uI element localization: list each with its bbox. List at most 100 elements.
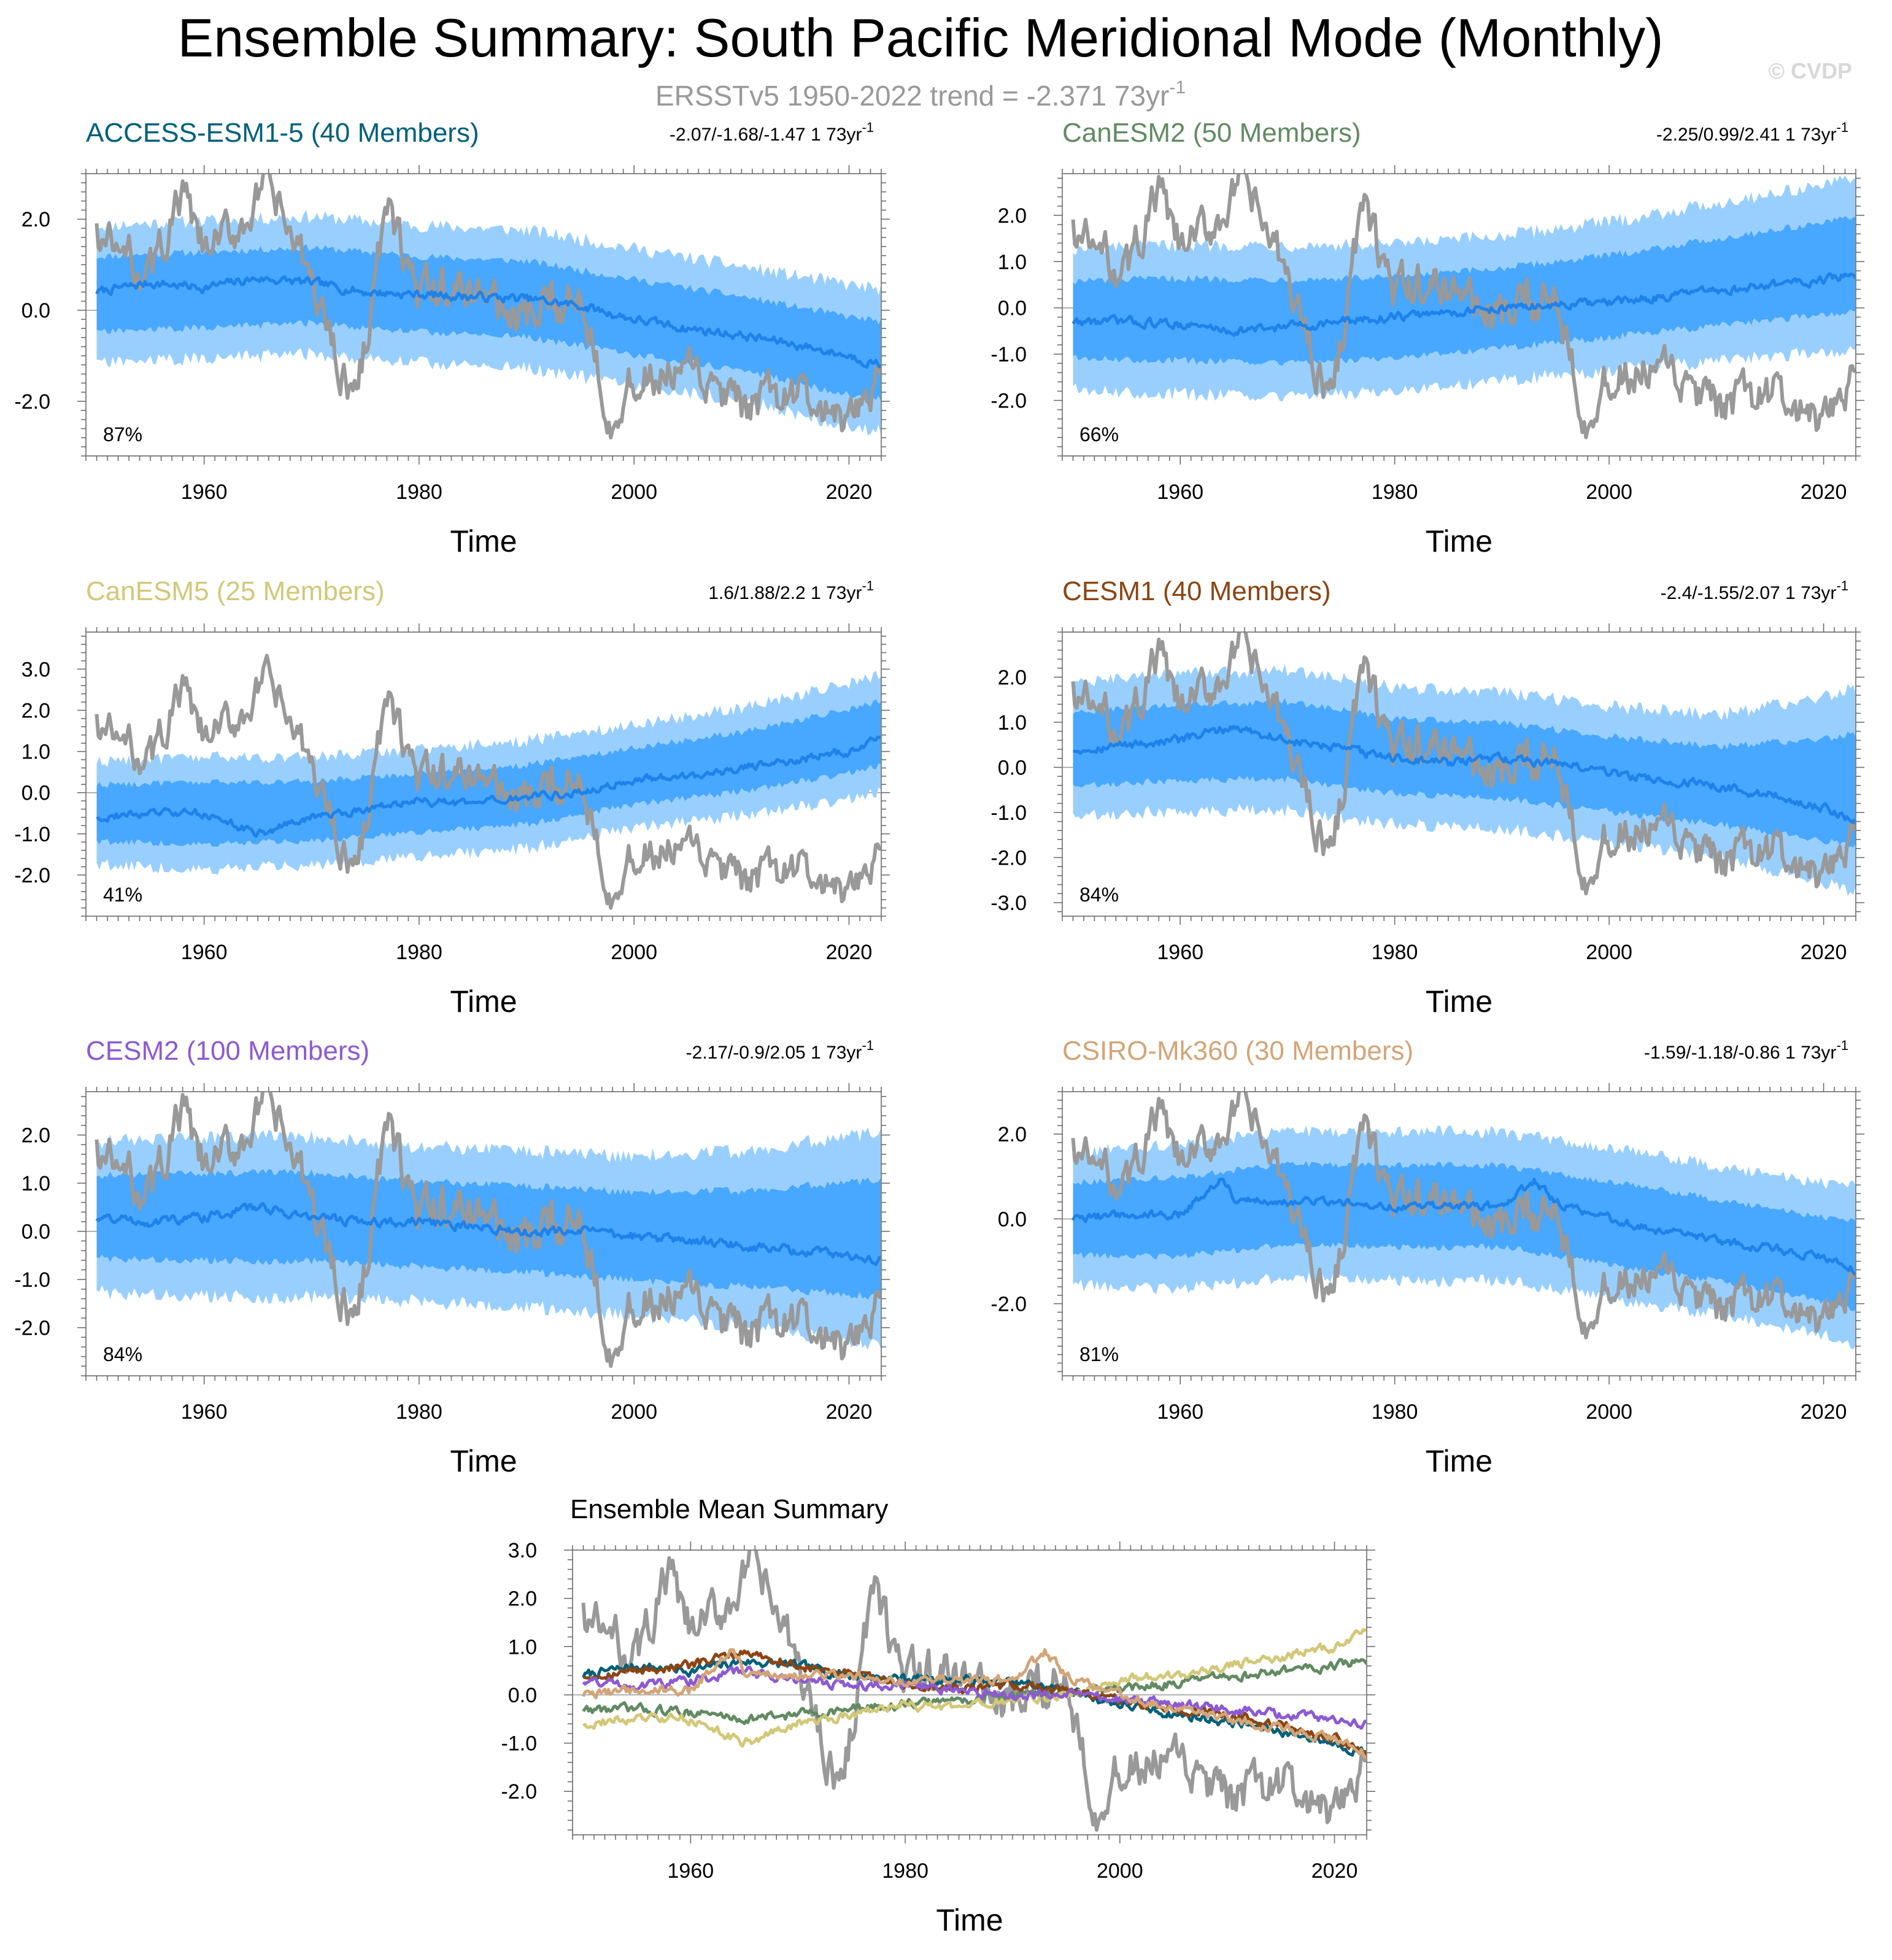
chart-panel: 1960 1980 2000 2020 -2.0 -1.0 0.0 1.0 2.0 3.0 Time… [501, 1494, 1375, 1937]
x-tick-label: 1960 [181, 1400, 228, 1424]
x-tick-label: 1960 [181, 480, 228, 504]
panel-title: CESM1 (40 Members) [1062, 576, 1331, 606]
y-tick-label: 2.0 [998, 1123, 1027, 1146]
ensemble-mean-line [95, 275, 881, 369]
y-tick-label: 0.0 [21, 299, 50, 323]
trend-label: -2.17/-0.9/2.05 1 73yr-1 [686, 1038, 874, 1063]
y-tick-label: -3.0 [990, 892, 1027, 915]
plot-area [86, 174, 881, 440]
trend-label: 1.6/1.88/2.2 1 73yr-1 [708, 578, 874, 603]
y-tick-label: 2.0 [998, 666, 1027, 689]
x-tick-label: 1960 [1157, 941, 1203, 964]
summary-series-line [582, 1628, 1367, 1748]
y-tick-label: 0.0 [21, 782, 50, 805]
summary-series-line [582, 1665, 1367, 1730]
x-tick-label: 1960 [1157, 480, 1203, 504]
x-tick-label: 2000 [611, 1400, 657, 1424]
x-tick-label: 2020 [826, 1400, 873, 1424]
x-axis-label: Time [1426, 524, 1492, 558]
y-tick-label: 2.0 [21, 208, 50, 231]
panel-title: CanESM2 (50 Members) [1062, 118, 1361, 148]
x-tick-label: 2020 [1801, 941, 1847, 964]
percent-label: 66% [1079, 423, 1119, 446]
y-tick-label: 1.0 [998, 711, 1027, 735]
y-tick-label: -2.0 [14, 390, 50, 414]
x-tick-label: 2000 [611, 480, 657, 504]
x-tick-label: 2000 [1586, 480, 1632, 504]
x-tick-label: 2000 [1586, 941, 1632, 964]
trend-label-text: -1.59/-1.18/-0.86 1 73yr [1644, 1043, 1837, 1063]
figure-subtitle-text: ERSSTv5 1950-2022 trend = -2.371 73yr [655, 80, 1169, 112]
x-tick-label: 2020 [1801, 480, 1847, 504]
plot-area [1062, 174, 1856, 439]
y-tick-label: 0.0 [998, 297, 1027, 320]
y-tick-label: 2.0 [998, 204, 1027, 228]
trend-label: -2.4/-1.55/2.07 1 73yr-1 [1661, 578, 1848, 603]
percent-label: 87% [103, 423, 142, 446]
chart-panel: 1960 1980 2000 2020 -2.0 -1.0 0.0 1.0 2.0 Time CES… [14, 1036, 890, 1478]
trend-label-exponent: -1 [862, 120, 874, 135]
x-tick-label: 2000 [1097, 1859, 1143, 1883]
x-axis-label: Time [450, 524, 517, 558]
trend-label: -1.59/-1.18/-0.86 1 73yr-1 [1644, 1038, 1848, 1063]
trend-label: -2.25/0.99/2.41 1 73yr-1 [1656, 120, 1848, 145]
ensemble-spread-inner [96, 699, 881, 847]
x-tick-label: 1980 [396, 480, 442, 504]
trend-label-exponent: -1 [1836, 1038, 1848, 1053]
panels-container: 1960 1980 2000 2020 -2.0 0.0 2.0 Time ACCESS-ESM… [14, 118, 1864, 1937]
trend-label: -2.07/-1.68/-1.47 1 73yr-1 [670, 120, 874, 145]
percent-label: 84% [103, 1343, 142, 1365]
trend-label-text: -2.4/-1.55/2.07 1 73yr [1661, 583, 1837, 603]
x-tick-label: 1980 [882, 1859, 929, 1883]
y-tick-label: -1.0 [990, 801, 1027, 825]
y-tick-label: -2.0 [990, 1293, 1027, 1316]
x-tick-label: 1980 [396, 1400, 442, 1424]
x-axis-label: Time [1426, 1444, 1492, 1478]
y-tick-label: -1.0 [14, 823, 50, 846]
plot-area [1062, 1092, 1856, 1349]
x-tick-label: 1980 [396, 941, 442, 964]
chart-panel: 1960 1980 2000 2020 -2.0 -1.0 0.0 1.0 2.0 3.0 Time… [14, 576, 890, 1019]
y-tick-label: 1.0 [998, 250, 1027, 274]
x-tick-label: 1960 [1157, 1400, 1203, 1424]
chart-panel: 1960 1980 2000 2020 -2.0 0.0 2.0 Time CSIRO-Mk36… [990, 1036, 1864, 1478]
panel-title: CSIRO-Mk360 (30 Members) [1062, 1036, 1413, 1066]
trend-label-text: -2.07/-1.68/-1.47 1 73yr [670, 125, 862, 145]
chart-panel: 1960 1980 2000 2020 -2.0 -1.0 0.0 1.0 2.0 Time Can… [990, 118, 1864, 558]
plot-area [86, 1092, 881, 1368]
plot-area [86, 654, 881, 910]
x-axis-label: Time [936, 1903, 1003, 1937]
y-tick-label: -2.0 [14, 1317, 50, 1340]
plot-area [1062, 632, 1856, 897]
ensemble-spread-inner [96, 1169, 881, 1300]
ensemble-mean-line [1071, 1178, 1856, 1276]
x-tick-label: 1960 [668, 1859, 714, 1883]
y-tick-label: 2.0 [21, 1124, 50, 1148]
figure-subtitle: ERSSTv5 1950-2022 trend = -2.371 73yr-1 [655, 77, 1186, 112]
x-tick-label: 1980 [1372, 480, 1418, 504]
trend-label-exponent: -1 [862, 1038, 874, 1053]
x-tick-label: 2000 [611, 941, 657, 964]
observed-series-line [1071, 632, 1856, 896]
plot-area [573, 1550, 1367, 1832]
ensemble-spread-inner [1073, 1160, 1856, 1311]
y-tick-label: -1.0 [14, 1268, 50, 1292]
x-axis-label: Time [450, 1444, 517, 1478]
y-tick-label: 3.0 [21, 658, 50, 681]
observed-series-line [95, 1092, 881, 1368]
trend-label-exponent: -1 [1836, 120, 1848, 135]
y-tick-label: 0.0 [508, 1684, 537, 1707]
ensemble-mean-line [96, 735, 881, 838]
y-tick-label: 3.0 [508, 1539, 537, 1562]
x-tick-label: 2020 [1311, 1859, 1358, 1883]
percent-label: 84% [1079, 884, 1119, 906]
observed-series-line [1071, 174, 1856, 439]
y-tick-label: 1.0 [21, 741, 50, 764]
y-tick-label: 1.0 [21, 1172, 50, 1195]
y-tick-label: 0.0 [21, 1221, 50, 1244]
observed-series-line [95, 174, 881, 440]
panel-title: Ensemble Mean Summary [570, 1494, 888, 1524]
x-tick-label: 1980 [1372, 941, 1418, 964]
panel-title: CESM2 (100 Members) [86, 1036, 369, 1066]
